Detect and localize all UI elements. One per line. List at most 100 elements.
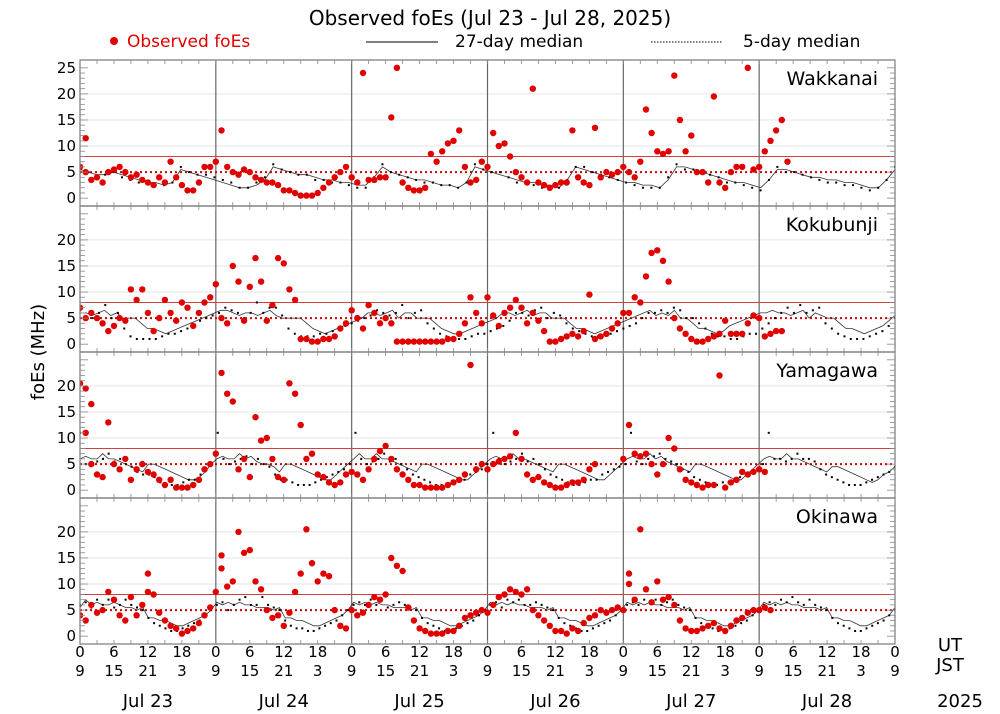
median-5day-point: [543, 468, 546, 471]
observed-point: [467, 294, 474, 301]
panel-wakkanai: 0 5 10 15 20 25 Wakkanai: [57, 59, 896, 207]
median-5day-point: [888, 470, 891, 473]
median-5day-point: [549, 473, 552, 476]
observed-point: [784, 158, 791, 165]
median-5day-point: [654, 598, 657, 601]
observed-point: [433, 484, 440, 491]
median-5day-point: [761, 327, 764, 330]
median-5day-point: [865, 481, 868, 484]
median-5day-point: [398, 601, 401, 604]
median-5day-point: [533, 309, 536, 312]
observed-point: [235, 171, 242, 178]
observed-point: [523, 586, 531, 593]
median-5day-point: [477, 614, 480, 617]
x-tick-label-jst: 21: [274, 662, 293, 680]
median-5day-point: [84, 601, 87, 604]
observed-point: [99, 473, 106, 481]
observed-point: [552, 181, 559, 189]
observed-point: [563, 481, 570, 489]
median-5day-point: [887, 324, 890, 327]
observed-point: [648, 129, 655, 137]
observed-point: [308, 192, 316, 199]
median-5day-point: [826, 181, 829, 184]
observed-point: [614, 320, 621, 327]
observed-point: [116, 466, 123, 473]
observed-point: [778, 327, 785, 335]
median-5day-point: [388, 314, 391, 317]
median-5day-point: [458, 337, 461, 340]
median-5day-point: [417, 476, 420, 479]
observed-point: [512, 168, 519, 176]
median-5day-point: [489, 330, 492, 333]
median-5day-point: [755, 332, 758, 335]
median-5day-point: [589, 478, 592, 481]
observed-point: [529, 476, 536, 483]
x-tick-label-jst: 3: [585, 662, 595, 680]
x-tick-label-jst: 21: [818, 662, 837, 680]
median-5day-point: [289, 171, 292, 174]
observed-point: [682, 330, 689, 337]
median-5day-point: [96, 460, 99, 463]
observed-point: [93, 314, 101, 322]
observed-point: [654, 247, 661, 254]
observed-point: [557, 179, 565, 186]
median-5day-point: [205, 317, 208, 320]
observed-point: [105, 419, 112, 426]
median-5day-point: [295, 627, 298, 630]
median-5day-point: [780, 311, 783, 314]
x-tick-label-ut: 12: [546, 643, 565, 661]
y-tick-label: 0: [66, 335, 76, 353]
observed-point: [314, 189, 321, 197]
observed-point: [557, 484, 565, 491]
observed-point: [467, 612, 474, 619]
observed-point: [422, 184, 429, 191]
observed-point: [478, 606, 485, 614]
observed-point: [535, 473, 542, 481]
median-5day-point: [561, 478, 564, 481]
observed-point: [625, 309, 633, 317]
observed-point: [625, 570, 633, 577]
observed-point: [297, 192, 304, 199]
median-5day-point: [91, 317, 94, 320]
observed-point: [122, 317, 129, 324]
median-5day-point: [502, 324, 505, 327]
observed-point: [523, 179, 531, 186]
observed-point: [444, 481, 452, 489]
x-tick-label-ut: 0: [347, 643, 357, 661]
median-5day-point: [245, 455, 248, 458]
median-5day-point: [495, 327, 498, 330]
median-5day-point: [818, 178, 821, 181]
observed-point: [699, 484, 706, 491]
median-5day-point: [297, 173, 300, 176]
observed-point: [580, 476, 587, 483]
median-5day-point: [272, 163, 275, 166]
median-5day-point: [552, 609, 555, 612]
median-5day-point: [377, 457, 380, 460]
observed-point: [269, 614, 276, 622]
panel-series: [80, 247, 895, 345]
observed-point: [433, 338, 440, 345]
observed-point: [133, 612, 140, 619]
observed-point: [688, 479, 695, 486]
observed-point: [591, 335, 599, 343]
observed-point: [710, 93, 718, 100]
median-5day-point: [641, 463, 644, 466]
median-5day-point: [392, 603, 395, 606]
median-5day-point: [830, 327, 833, 330]
median-5day-point: [813, 460, 816, 463]
observed-point: [761, 604, 768, 611]
median-5day-point: [420, 616, 423, 619]
median-5day-point: [403, 603, 406, 606]
observed-point: [110, 166, 118, 173]
observed-point: [716, 179, 723, 186]
observed-point: [235, 278, 242, 285]
median-5day-point: [354, 431, 357, 434]
median-5day-point: [308, 483, 311, 486]
median-5day-point: [797, 601, 800, 604]
observed-point: [648, 460, 655, 468]
median-5day-point: [322, 178, 325, 181]
day-label: Jul 27: [665, 691, 716, 712]
observed-point: [365, 466, 372, 473]
observed-point: [320, 473, 327, 481]
